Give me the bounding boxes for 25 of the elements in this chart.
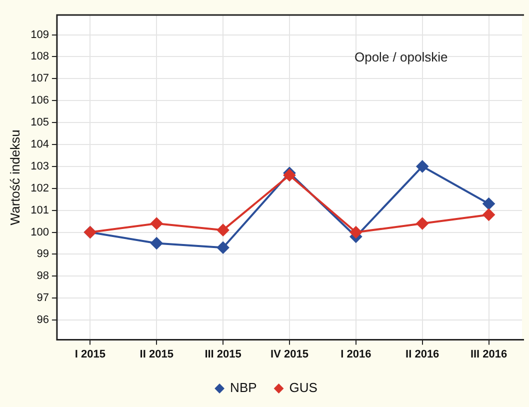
x-tick-label: I 2015 [74,348,106,360]
y-tick-label: 102 [30,182,49,194]
legend-label: GUS [289,380,318,396]
y-tick-label: 98 [36,270,49,282]
y-tick-label: 97 [36,292,49,304]
y-tick-label: 107 [30,72,49,85]
x-tick-label: III 2015 [204,348,242,360]
y-tick-label: 99 [36,248,49,260]
x-tick-label: I 2016 [340,348,372,360]
y-tick-label: 100 [30,226,49,238]
y-tick-label: 109 [30,28,49,41]
y-tick-label: 108 [30,50,49,63]
y-tick-label: 104 [30,138,49,151]
y-tick-label: 96 [36,314,49,326]
legend-label: NBP [230,380,257,396]
x-tick-label: II 2015 [140,348,174,360]
y-tick-label: 106 [30,94,49,107]
x-tick-label: III 2016 [470,348,508,360]
x-tick-label: II 2016 [406,348,440,360]
x-tick-label: IV 2015 [270,348,308,360]
y-tick-label: 105 [30,116,49,129]
y-tick-label: 101 [30,204,49,216]
y-tick-label: 103 [30,160,49,172]
annotation: Opole / opolskie [354,50,448,65]
y-axis-title: Wartość indeksu [7,130,22,226]
